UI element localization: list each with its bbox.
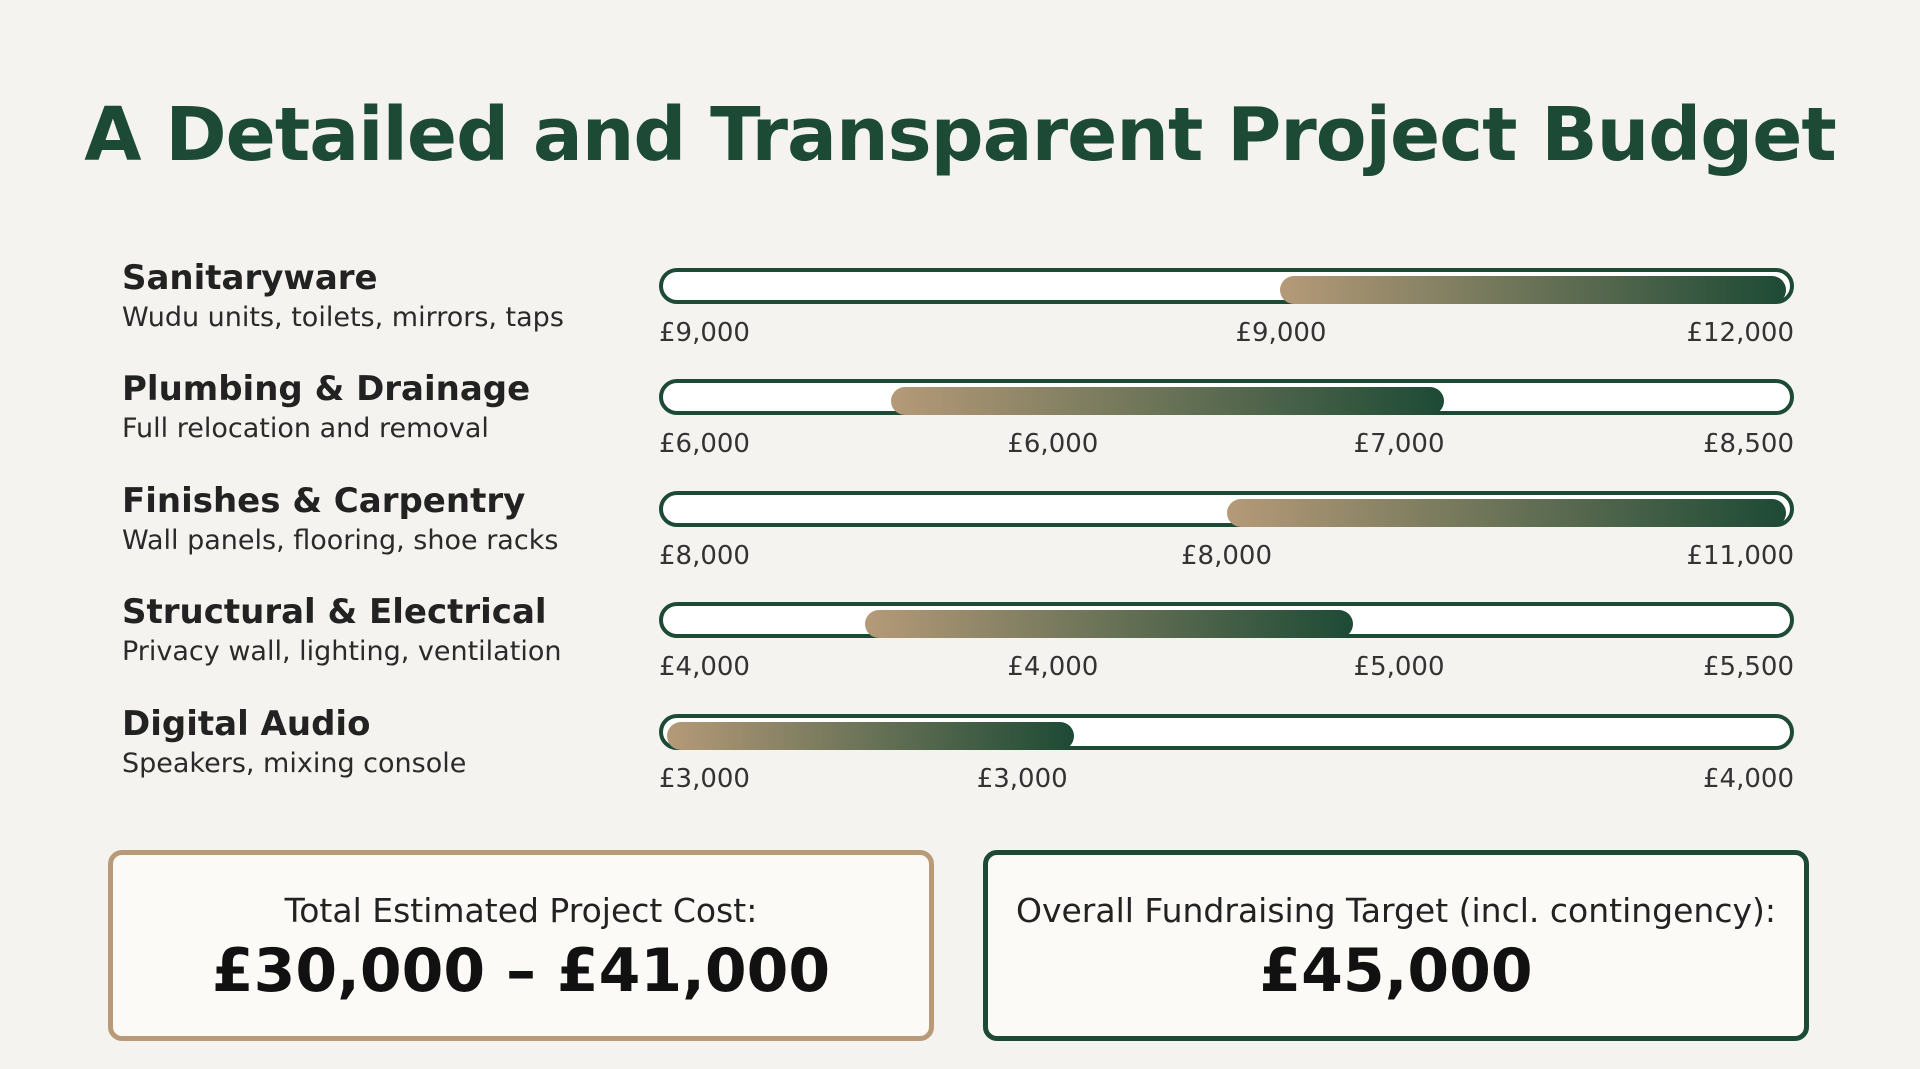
- track: [659, 490, 1794, 527]
- range-label: £11,000: [1686, 540, 1794, 571]
- range-bar: [1226, 498, 1786, 527]
- range-label: £6,000: [659, 429, 750, 460]
- row-name: Sanitaryware: [122, 258, 378, 298]
- target-amount: £45,000: [1259, 936, 1533, 1006]
- row-desc: Speakers, mixing console: [122, 747, 467, 779]
- track: [659, 268, 1794, 304]
- range-label: £3,000: [659, 763, 750, 794]
- range-label: £12,000: [1686, 318, 1794, 348]
- target-box: Overall Fundraising Target (incl. contin…: [983, 850, 1809, 1041]
- row-name: Finishes & Carpentry: [122, 480, 526, 521]
- range-label: £7,000: [1353, 429, 1445, 460]
- range-bar: [890, 387, 1444, 416]
- range-label: £5,500: [1703, 652, 1794, 683]
- cost-amount: £30,000 – £41,000: [211, 936, 831, 1006]
- row-desc: Wall panels, flooring, shoe racks: [122, 524, 559, 556]
- track: [659, 602, 1794, 639]
- range-label: £4,000: [1703, 763, 1794, 794]
- row-name: Plumbing & Drainage: [122, 369, 531, 410]
- range-bar: [865, 610, 1353, 639]
- row-desc: Wudu units, toilets, mirrors, taps: [122, 302, 564, 333]
- range-label: £4,000: [1007, 652, 1099, 683]
- range-label: £8,000: [659, 540, 750, 571]
- target-label: Overall Fundraising Target (incl. contin…: [1016, 891, 1776, 930]
- range-label: £6,000: [1007, 429, 1099, 460]
- range-bar: [1280, 276, 1786, 304]
- range-label: £8,000: [1181, 540, 1272, 571]
- range-label: £8,500: [1703, 429, 1794, 460]
- range-label: £4,000: [659, 652, 750, 683]
- range-label: £9,000: [1235, 318, 1327, 348]
- row-name: Digital Audio: [122, 703, 371, 744]
- cost-box: Total Estimated Project Cost: £30,000 – …: [108, 850, 934, 1041]
- row-name: Structural & Electrical: [122, 592, 547, 633]
- range-label: £5,000: [1353, 652, 1445, 683]
- row-desc: Privacy wall, lighting, ventilation: [122, 636, 562, 668]
- cost-label: Total Estimated Project Cost:: [284, 891, 758, 930]
- range-label: £9,000: [659, 318, 750, 348]
- row-desc: Full relocation and removal: [122, 413, 489, 445]
- track: [659, 713, 1794, 750]
- title: A Detailed and Transparent Project Budge…: [84, 92, 1837, 178]
- range-bar: [667, 721, 1075, 750]
- range-label: £3,000: [976, 763, 1068, 794]
- track: [659, 379, 1794, 416]
